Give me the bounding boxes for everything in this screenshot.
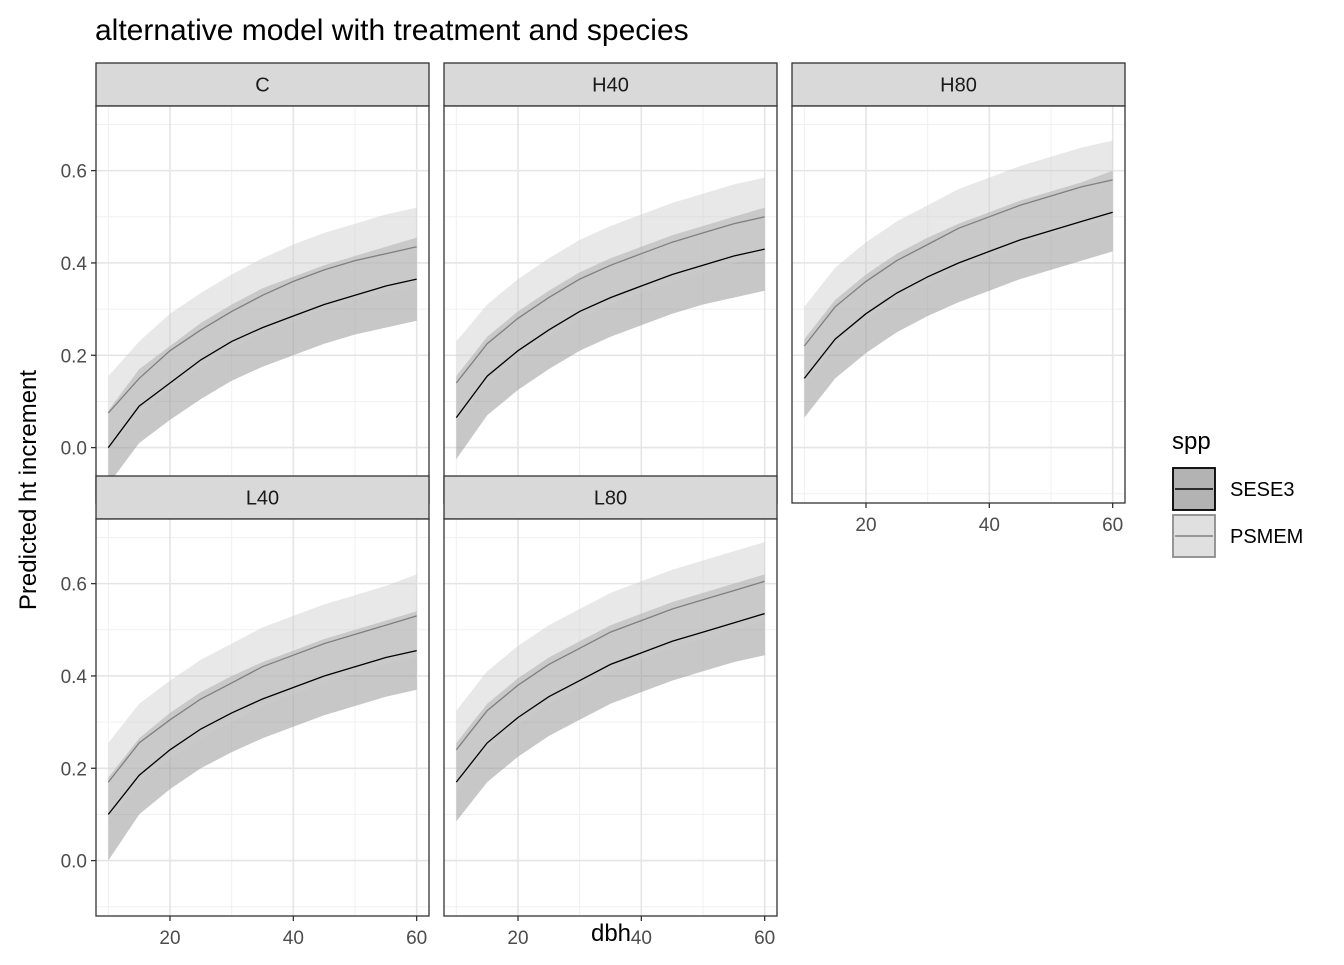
- x-tick-label: 60: [406, 928, 427, 949]
- legend-title: spp: [1172, 428, 1211, 455]
- y-tick-label: 0.0: [61, 852, 87, 873]
- x-tick-label: 60: [1102, 515, 1123, 536]
- facet-panel-h80: H80 20 40 60: [791, 62, 1126, 536]
- line-sese3: [455, 612, 765, 783]
- facet-panel-h40: H40: [443, 62, 778, 504]
- x-tick-label: 60: [754, 928, 775, 949]
- ribbon-psmem: [108, 574, 417, 822]
- facet-strip: [95, 62, 430, 107]
- ribbon-sese3: [108, 611, 417, 861]
- facet-panel-l80: L80 20 40 60: [443, 475, 778, 949]
- line-sese3: [107, 649, 417, 815]
- x-tick-label: 20: [855, 515, 876, 536]
- panel-border: [791, 105, 1126, 504]
- ribbon-sese3: [804, 170, 1113, 418]
- y-tick-label: 0.6: [61, 575, 87, 596]
- ribbon-psmem: [456, 177, 765, 425]
- y-tick-label: 0.4: [61, 254, 88, 275]
- facet-strip: [443, 475, 778, 520]
- facet-panel-l40: L40 0.0 0.2 0.4 0.6 20 40 60: [61, 475, 430, 949]
- chart-title: alternative model with treatment and spe…: [95, 14, 689, 47]
- line-psmem: [455, 580, 765, 751]
- facet-strip-label: L80: [594, 488, 627, 510]
- x-axis-label: dbh: [591, 920, 631, 947]
- line-psmem: [455, 216, 765, 384]
- y-tick-label: 0.2: [61, 759, 87, 780]
- legend-label: SESE3: [1230, 479, 1294, 501]
- ribbon-psmem: [108, 207, 417, 450]
- line-sese3: [107, 278, 417, 448]
- x-tick-label: 20: [507, 928, 528, 949]
- facet-strip-label: C: [255, 75, 269, 97]
- panel-border: [95, 518, 430, 917]
- x-tick-label: 40: [631, 928, 652, 949]
- x-tick-label: 40: [979, 515, 1000, 536]
- facet-strip: [443, 62, 778, 107]
- y-tick-label: 0.0: [61, 439, 87, 460]
- facet-strip-label: H80: [940, 75, 977, 97]
- panel-border: [443, 518, 778, 917]
- facet-panel-c: C 0.0 0.2 0.4 0.6: [61, 62, 430, 504]
- facet-strip: [791, 62, 1126, 107]
- line-sese3: [455, 248, 765, 418]
- x-tick-label: 40: [283, 928, 304, 949]
- legend: spp SESE3 PSMEM: [1172, 428, 1303, 558]
- facet-panels: C 0.0 0.2 0.4 0.6 H40 H80 20 40 60 L40 0.0 0.2 0.4 0.6…: [61, 62, 1126, 949]
- line-sese3: [803, 211, 1113, 379]
- x-tick-label: 20: [159, 928, 180, 949]
- y-tick-label: 0.2: [61, 346, 87, 367]
- facet-strip-label: H40: [592, 75, 629, 97]
- line-psmem: [107, 246, 417, 414]
- y-tick-label: 0.6: [61, 162, 87, 183]
- legend-label: PSMEM: [1230, 526, 1303, 548]
- legend-item-psmem: PSMEM: [1172, 514, 1303, 558]
- legend-item-sese3: SESE3: [1172, 467, 1294, 511]
- line-psmem: [803, 179, 1113, 347]
- line-psmem: [107, 615, 417, 783]
- facet-strip-label: L40: [246, 488, 279, 510]
- y-tick-label: 0.4: [61, 667, 88, 688]
- facet-strip: [95, 475, 430, 520]
- y-axis-label: Predicted ht increment: [15, 370, 42, 610]
